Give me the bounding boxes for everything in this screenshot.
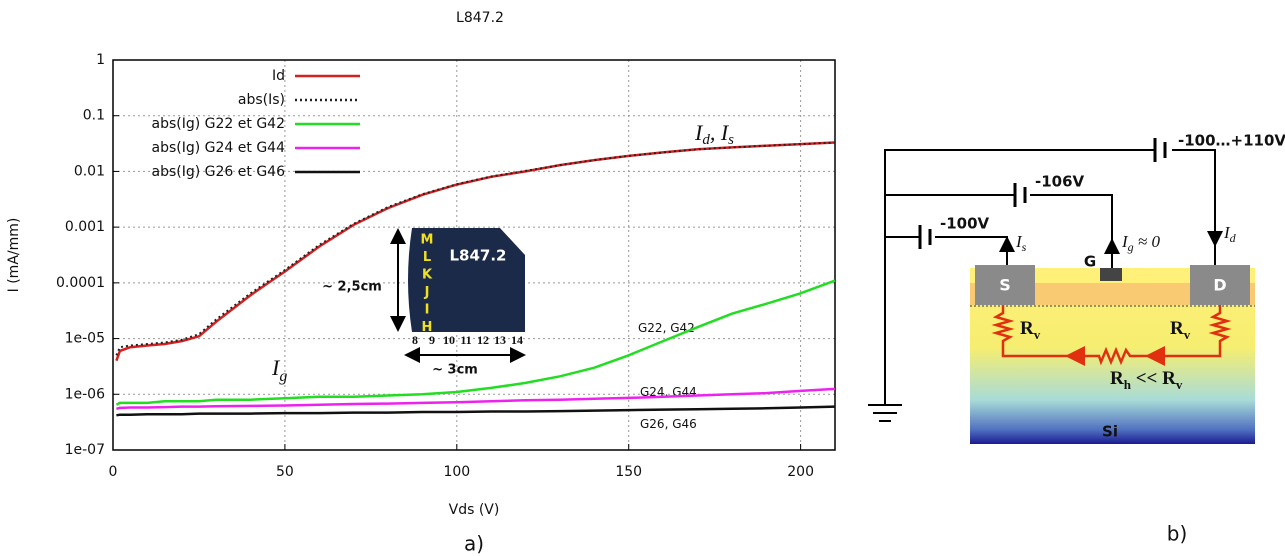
legend-label: abs(Ig) G26 et G46 (152, 164, 286, 180)
wires (884, 149, 1216, 405)
legend-label: abs(Ig) G22 et G42 (152, 116, 285, 132)
inset-row: H (422, 320, 433, 335)
ground (868, 404, 902, 422)
inset-row: K (422, 268, 433, 283)
annotation: G26, G46 (640, 417, 697, 431)
inset-column: 13 (494, 333, 506, 347)
drain-contact (1190, 265, 1250, 305)
inset-label: L847.2 (449, 247, 506, 265)
x-tick-label: 0 (109, 464, 118, 480)
y-tick-label: 1e-06 (65, 386, 105, 402)
y-tick-label: 0.0001 (56, 275, 105, 291)
legend-label: abs(Is) (238, 92, 285, 108)
source-voltage: -100V (940, 215, 990, 233)
current-label: Is (1015, 232, 1027, 254)
resistor-label: Rv (1020, 318, 1041, 342)
x-tick-label: 200 (787, 464, 814, 480)
inset-row: M (421, 233, 434, 248)
chart-title: L847.2 (456, 10, 504, 26)
resistor-label: Rh << Rv (1110, 368, 1183, 392)
terminal: D (1213, 276, 1226, 295)
x-tick-label: 50 (276, 464, 294, 480)
resistor-path (1097, 305, 1232, 366)
resistor-path (991, 305, 1100, 358)
diagram: S G D Si -100…+110V -106V -100V Is Ig ≈ … (868, 132, 1285, 546)
batteries (918, 138, 1167, 249)
inset-column: 10 (443, 333, 455, 347)
series-line (116, 387, 836, 411)
annotation: Ig (271, 355, 287, 385)
inset-width: ~ 3cm (432, 363, 478, 378)
source-contact (975, 265, 1035, 305)
y-tick-label: 0.001 (65, 219, 105, 235)
inset-row: J (424, 285, 430, 300)
y-tick-label: 1 (96, 52, 105, 68)
inset-column: 12 (477, 333, 489, 347)
source-voltage: -100…+110V (1178, 132, 1285, 150)
series-line (116, 405, 836, 417)
series-line (115, 141, 836, 356)
terminal: G (1084, 253, 1096, 271)
inset-height: ~ 2,5cm (322, 280, 382, 295)
inset-column: 14 (511, 333, 523, 347)
x-tick-label: 150 (615, 464, 642, 480)
annotation: Id, Is (694, 120, 734, 148)
caption: a) (464, 532, 484, 556)
inset-column: 9 (429, 333, 435, 347)
y-axis-label: I (mA/mm) (6, 218, 22, 293)
plot-frame (112, 59, 836, 451)
y-tick-label: 1e-05 (65, 331, 105, 347)
inset: L847.2 ~ 2,5cm ~ 3cm (322, 228, 526, 378)
inset-row: L (423, 250, 431, 265)
caption: b) (1167, 522, 1188, 546)
resistor-label: Rv (1170, 318, 1191, 342)
y-tick-label: 0.01 (74, 163, 105, 179)
inset-row: I (425, 303, 430, 318)
inset-column: 11 (460, 333, 471, 347)
y-tick-label: 1e-07 (65, 442, 105, 458)
legend-label: abs(Ig) G24 et G44 (152, 140, 286, 156)
y-tick-label: 0.1 (83, 108, 105, 124)
substrate-label: Si (1102, 423, 1118, 441)
chart: L847.2 Vds (V) I (mA/mm) a) Id, Is Ig G2… (6, 10, 836, 556)
series-line (115, 279, 836, 406)
barrier-layer (970, 283, 1255, 305)
source-voltage: -106V (1035, 173, 1085, 191)
legend-label: Id (272, 68, 285, 84)
wafer-photo (408, 228, 525, 332)
annotation: G22, G42 (638, 321, 695, 335)
gate-contact (1100, 268, 1122, 281)
current-label: Id (1223, 223, 1237, 245)
x-axis-label: Vds (V) (449, 502, 500, 518)
current-label: Ig ≈ 0 (1121, 232, 1161, 254)
terminal: S (999, 276, 1011, 295)
x-tick-label: 100 (443, 464, 470, 480)
inset-column: 8 (412, 333, 418, 347)
